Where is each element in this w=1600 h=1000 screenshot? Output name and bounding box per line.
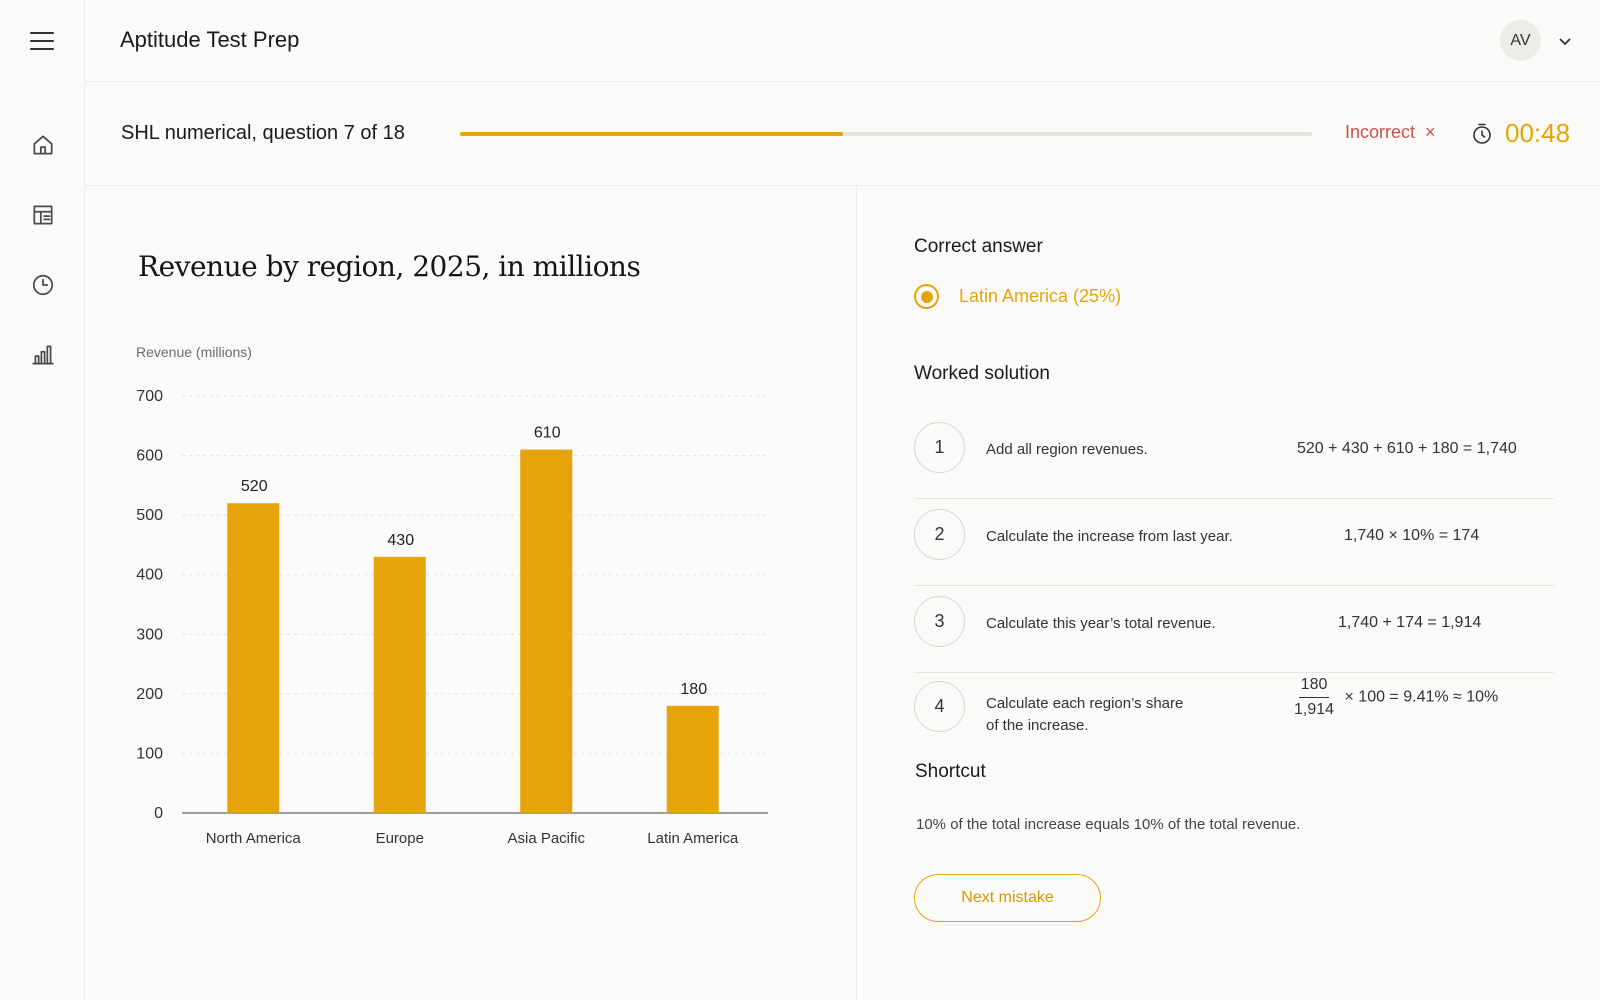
sidebar-item-stats[interactable]: [0, 320, 85, 390]
sidebar-item-history[interactable]: [0, 250, 85, 320]
progress-bar: [460, 132, 1312, 136]
clock-icon: [1470, 122, 1494, 146]
shortcut-heading: Shortcut: [915, 761, 986, 782]
sidebar-item-tests[interactable]: [0, 180, 85, 250]
y-tick-label: 600: [136, 448, 163, 465]
bar: [373, 556, 426, 813]
y-tick-label: 500: [136, 507, 163, 524]
progress-fill: [460, 132, 844, 136]
x-tick-label: Asia Pacific: [507, 830, 585, 847]
data-label: 610: [534, 425, 561, 442]
question-bar: SHL numerical, question 7 of 18 Incorrec…: [85, 82, 1600, 186]
status-label: Incorrect: [1345, 122, 1416, 142]
y-tick-label: 400: [136, 567, 163, 584]
bar: [227, 503, 280, 813]
step-text: Calculate the increase from last year.: [986, 528, 1233, 545]
correct-answer: Latin America (25%): [914, 284, 1121, 309]
correct-answer-heading: Correct answer: [914, 236, 1043, 257]
step-text: Calculate each region’s share of the inc…: [986, 693, 1183, 737]
fraction: 180 1,914: [1294, 676, 1334, 719]
avatar[interactable]: AV: [1500, 20, 1541, 61]
step-number: 1: [914, 422, 965, 473]
chevron-down-icon[interactable]: [1558, 34, 1572, 48]
bar: [520, 449, 573, 813]
y-tick-label: 0: [154, 805, 163, 822]
status-badge: Incorrect ×: [1345, 122, 1436, 143]
question-title: SHL numerical, question 7 of 18: [121, 122, 405, 144]
y-tick-label: 700: [136, 388, 163, 405]
y-tick-label: 100: [136, 745, 163, 762]
step-number: 2: [914, 509, 965, 560]
step-text-line: of the increase.: [986, 717, 1089, 734]
worked-solution-heading: Worked solution: [914, 363, 1050, 384]
x-tick-label: Latin America: [647, 830, 739, 847]
solution-step: 4 Calculate each region’s share of the i…: [914, 671, 1554, 771]
step-number: 3: [914, 596, 965, 647]
shortcut-text: 10% of the total increase equals 10% of …: [916, 816, 1301, 833]
x-tick-label: Europe: [376, 830, 424, 847]
y-tick-label: 300: [136, 626, 163, 643]
step-text-line: Calculate each region’s share: [986, 695, 1184, 712]
step-math: 520 + 430 + 610 + 180 = 1,740: [1297, 440, 1517, 457]
next-mistake-button[interactable]: Next mistake: [914, 874, 1101, 922]
timer: 00:48: [1505, 118, 1571, 148]
radio-selected-icon: [914, 284, 939, 309]
step-number: 4: [914, 681, 965, 732]
data-label: 520: [241, 478, 268, 495]
sidebar-item-home[interactable]: [0, 110, 85, 180]
chart-panel: Revenue by region, 2025, in millions Rev…: [85, 186, 857, 1000]
home-icon: [32, 135, 53, 155]
x-tick-label: North America: [206, 830, 302, 847]
bar-chart: Revenue (millions) 0 100 200 300 400 500 600 700…: [136, 344, 768, 847]
sidebar-nav: [0, 110, 85, 390]
bar-chart-icon: [31, 345, 54, 365]
step-text: Add all region revenues.: [986, 441, 1148, 458]
history-icon: [32, 274, 53, 296]
app-title: Aptitude Test Prep: [120, 27, 300, 52]
data-label: 180: [680, 681, 707, 698]
menu-icon[interactable]: [26, 26, 58, 56]
fraction-denominator: 1,914: [1294, 701, 1335, 718]
top-bar: Aptitude Test Prep AV: [85, 0, 1600, 82]
sidebar: [0, 0, 85, 1000]
step-math: 180 1,914 × 100 = 9.41% ≈ 10%: [1294, 676, 1498, 719]
solution-step: 3 Calculate this year’s total revenue. 1…: [914, 586, 1554, 673]
fraction-numerator: 180: [1298, 676, 1330, 698]
table-icon: [32, 205, 53, 225]
correct-answer-label: Latin America (25%): [959, 286, 1122, 306]
step-text: Calculate this year’s total revenue.: [986, 615, 1216, 632]
chart-title: Revenue by region, 2025, in millions: [138, 250, 641, 283]
bar: [666, 705, 719, 813]
close-icon: ×: [1425, 122, 1436, 142]
step-math: 1,740 + 174 = 1,914: [1338, 614, 1482, 631]
solution-step: 1 Add all region revenues. 520 + 430 + 6…: [914, 412, 1554, 499]
y-tick-label: 200: [136, 686, 163, 703]
data-label: 430: [387, 532, 414, 549]
step-math: 1,740 × 10% = 174: [1344, 527, 1480, 544]
solution-step: 2 Calculate the increase from last year.…: [914, 499, 1554, 586]
y-axis-label: Revenue (millions): [136, 344, 252, 360]
solution-panel: Correct answer Latin America (25%) Worke…: [857, 186, 1600, 1000]
step-math-rest: × 100 = 9.41% ≈ 10%: [1344, 688, 1499, 706]
